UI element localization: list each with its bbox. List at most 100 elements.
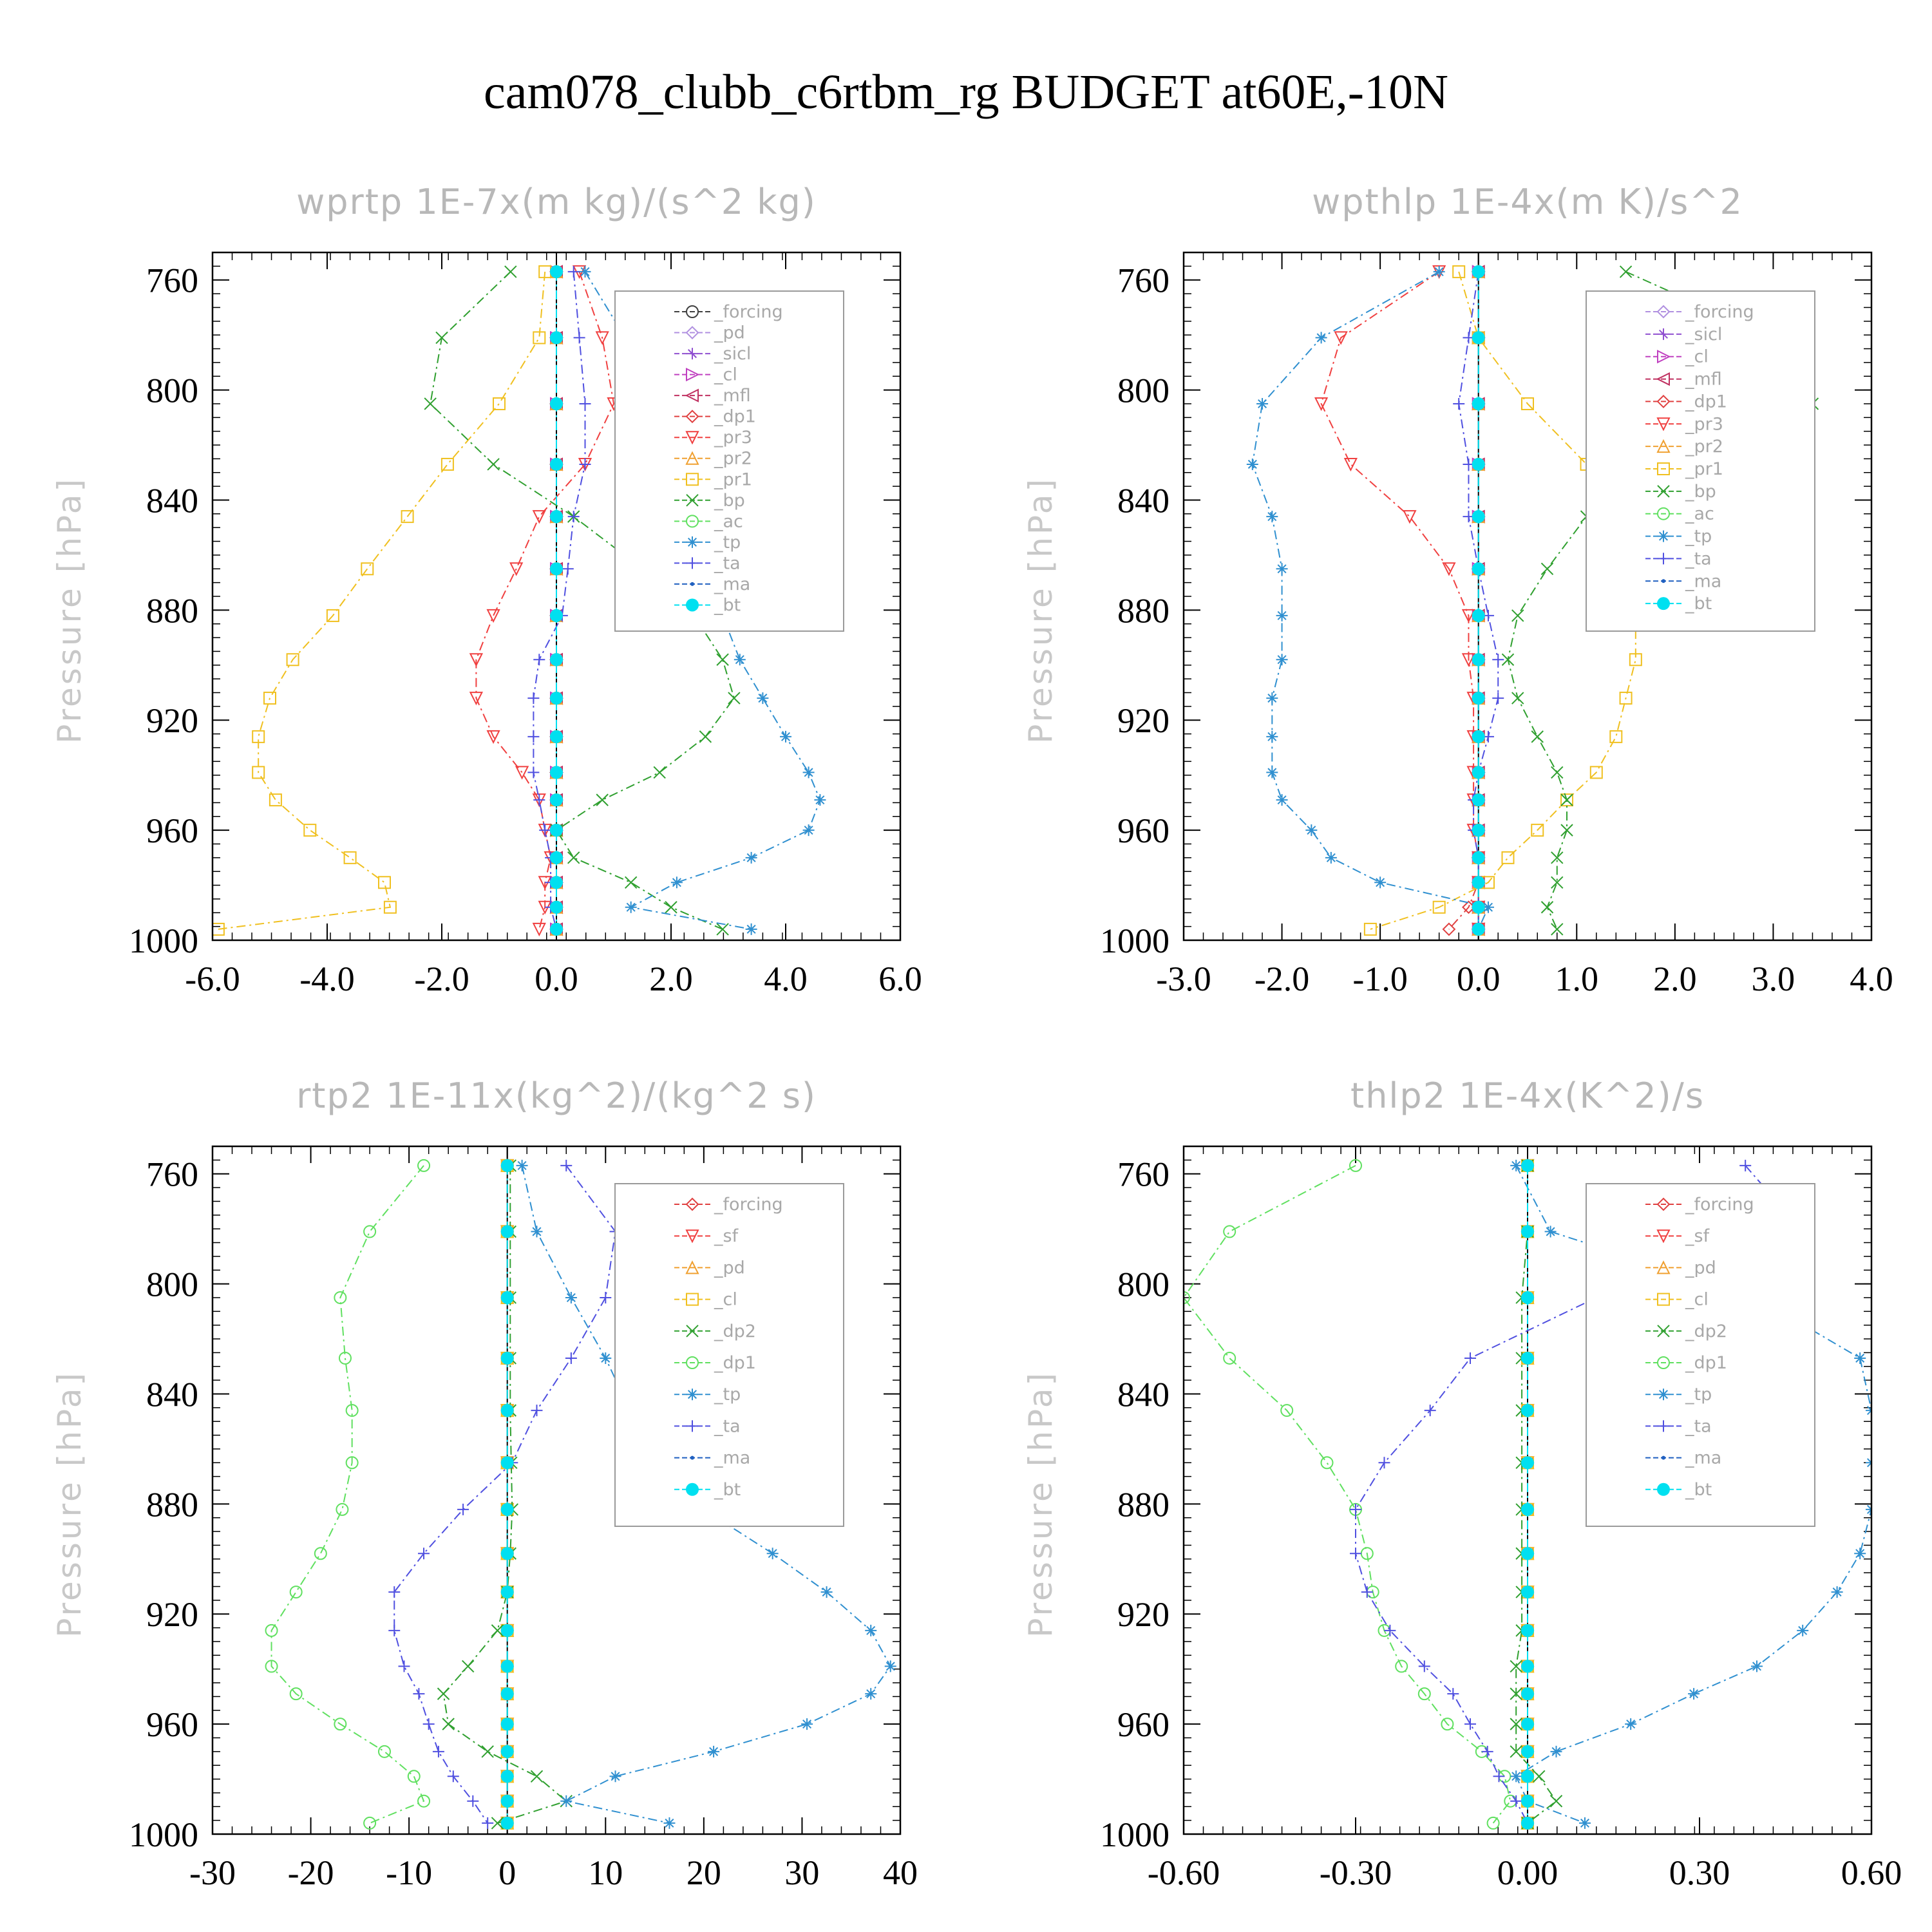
data-point-bp (1551, 923, 1564, 936)
y-tick-label: 880 (1117, 591, 1170, 630)
y-tick-label: 800 (1117, 372, 1170, 410)
data-point-bp (699, 730, 712, 743)
data-point-bp (1540, 562, 1554, 575)
legend-label: _pr3 (1685, 414, 1723, 434)
data-point-ta (1350, 1548, 1361, 1560)
data-point-bt (1521, 1351, 1534, 1365)
y-tick-label: 960 (1117, 811, 1170, 850)
legend-label: _cl (714, 365, 737, 385)
plot-frame (211, 1145, 902, 1835)
data-point-pr1 (286, 653, 299, 667)
data-point-bp (424, 397, 437, 410)
data-point-ta (1424, 1405, 1436, 1417)
data-point-ta (422, 1718, 435, 1730)
series-line-pr1 (218, 271, 546, 930)
data-point-bt (500, 1586, 514, 1599)
data-point-bt (500, 1770, 514, 1783)
data-point-tp (1315, 332, 1327, 344)
x-tick-label: 4.0 (764, 960, 808, 998)
data-point-dp1 (334, 1718, 347, 1731)
legend-label: _ac (1685, 504, 1714, 524)
y-tick-label: 960 (146, 811, 198, 850)
data-point-bp (596, 793, 609, 806)
data-point-tp (670, 876, 683, 889)
y-tick-label: 960 (1117, 1705, 1170, 1744)
data-point-ta (567, 265, 580, 278)
data-point-pr3 (1334, 331, 1348, 345)
legend-marker (1656, 395, 1671, 408)
y-tick-label: 800 (146, 1265, 198, 1304)
series-line-bp (430, 271, 735, 930)
data-point-bt (1472, 730, 1485, 743)
data-point-dp1 (363, 1225, 377, 1238)
data-point-dp1 (1280, 1404, 1294, 1417)
data-point-bt (1521, 1770, 1534, 1783)
data-point-bt (500, 1794, 514, 1808)
data-point-ta (527, 730, 540, 743)
data-point-bp (1511, 609, 1524, 622)
legend-marker (685, 451, 699, 465)
data-point-dp1 (345, 1456, 359, 1470)
data-point-pr3 (486, 730, 500, 744)
data-point-bp (716, 653, 729, 666)
legend-label: _dp1 (1685, 1353, 1727, 1373)
data-point-bt (1472, 922, 1485, 936)
legend: _forcing _sf _pd _cl _dp2 _dp1 _tp _ta _ma _bt (1586, 1183, 1815, 1527)
data-point-pr1 (1521, 397, 1534, 410)
data-point-dp1 (1417, 1687, 1431, 1701)
data-point-ta (565, 1352, 577, 1364)
data-point-bp (1540, 901, 1554, 914)
data-point-ta (567, 511, 580, 523)
legend-marker (687, 1420, 698, 1432)
y-tick-label: 1000 (129, 1815, 198, 1854)
legend-marker (1656, 1229, 1671, 1244)
legend-marker (686, 494, 699, 507)
data-point-pr1 (533, 331, 546, 345)
data-point-bt (1521, 1225, 1534, 1238)
legend-label: _bt (714, 595, 741, 615)
legend-label: _forcing (714, 302, 783, 322)
data-point-bt (1521, 1547, 1534, 1560)
legend-label: _ac (714, 511, 743, 531)
data-point-dp1 (289, 1687, 303, 1701)
data-point-bt (1521, 1456, 1534, 1470)
legend-label: _dp1 (1685, 392, 1727, 412)
y-tick-label: 760 (146, 261, 198, 300)
data-point-dp2 (530, 1770, 544, 1783)
data-point-pr1 (1609, 730, 1623, 743)
legend-marker (686, 1325, 699, 1338)
x-tick-label: 4.0 (1850, 960, 1893, 998)
data-point-dp1 (407, 1770, 421, 1783)
legend-label: _ma (714, 1448, 750, 1468)
data-point-tp (531, 1226, 543, 1238)
y-axis-label: Pressure [hPa] (51, 1370, 88, 1638)
legend: _forcing_sicl_cl_mfl_dp1_pr3_pr2_pr1_bp_… (1586, 290, 1815, 632)
data-point-ta (388, 1624, 401, 1636)
data-point-pr1 (252, 766, 265, 779)
legend-label: _sicl (1685, 325, 1722, 345)
data-point-ta (1464, 1718, 1476, 1730)
data-point-pr1 (269, 793, 282, 807)
legend-label: _pd (714, 1258, 745, 1278)
legend-label: _dp2 (714, 1321, 756, 1341)
legend-marker (1656, 372, 1670, 386)
data-point-dp2 (1549, 1795, 1563, 1808)
data-point-bp (567, 851, 580, 864)
data-point-tp (625, 901, 637, 913)
x-tick-label: -6.0 (185, 960, 240, 998)
legend-label: _forcing (714, 1195, 783, 1215)
data-point-ta (1418, 1660, 1430, 1672)
data-point-tp (802, 766, 815, 779)
data-point-bt (500, 1456, 514, 1470)
x-tick-label: 30 (784, 1853, 819, 1892)
series-line-tp (1515, 1165, 1871, 1824)
data-point-dp1 (1441, 1718, 1454, 1731)
data-point-tp (1751, 1660, 1763, 1672)
data-point-tp (565, 1291, 577, 1303)
data-point-bp (1551, 851, 1564, 864)
data-point-bt (550, 793, 563, 807)
data-point-dp1 (1184, 1291, 1190, 1304)
x-tick-label: 2.0 (649, 960, 693, 998)
data-point-tp (1510, 1770, 1522, 1783)
data-point-pr1 (401, 510, 414, 524)
